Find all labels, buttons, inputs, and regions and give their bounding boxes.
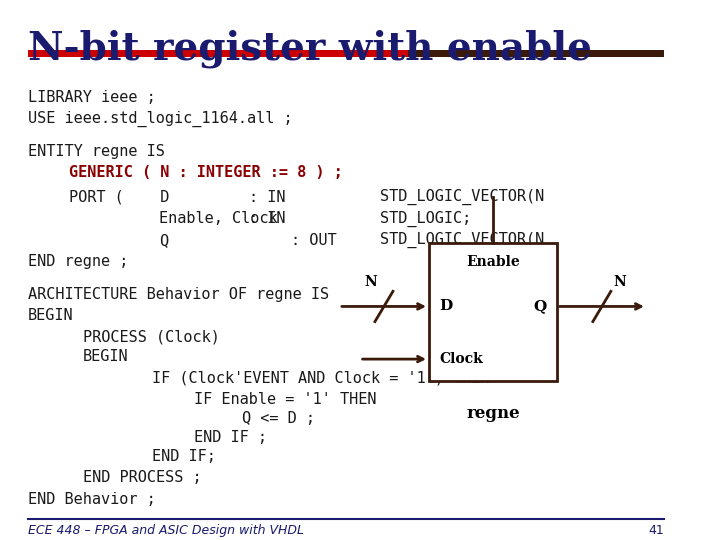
Text: END regne ;: END regne ;	[27, 254, 128, 269]
Text: Q <= D ;: Q <= D ;	[242, 411, 315, 426]
Text: Enable, Clock: Enable, Clock	[159, 211, 278, 226]
Text: : OUT: : OUT	[291, 233, 336, 248]
FancyBboxPatch shape	[408, 50, 664, 57]
Text: ENTITY regne IS: ENTITY regne IS	[27, 144, 165, 159]
Text: STD_LOGIC_VECTOR(N: STD_LOGIC_VECTOR(N	[380, 189, 545, 205]
Text: regne: regne	[466, 405, 520, 422]
Text: Q: Q	[534, 300, 546, 313]
Text: GENERIC ( N : INTEGER := 8 ) ;: GENERIC ( N : INTEGER := 8 ) ;	[69, 165, 343, 180]
Text: END Behavior ;: END Behavior ;	[27, 492, 156, 507]
Text: : IN: : IN	[249, 190, 286, 205]
Text: N: N	[613, 275, 626, 289]
Text: Q: Q	[159, 233, 168, 248]
Text: LIBRARY ieee ;: LIBRARY ieee ;	[27, 90, 156, 105]
FancyBboxPatch shape	[27, 50, 408, 57]
Text: BEGIN: BEGIN	[27, 308, 73, 323]
Text: BEGIN: BEGIN	[83, 349, 129, 364]
Text: END IF;: END IF;	[152, 449, 216, 464]
Text: D: D	[439, 300, 453, 313]
Bar	[429, 243, 557, 381]
Text: STD_LOGIC_VECTOR(N: STD_LOGIC_VECTOR(N	[380, 232, 545, 248]
Text: 41: 41	[649, 524, 664, 537]
Text: END PROCESS ;: END PROCESS ;	[83, 470, 202, 485]
Text: IF Enable = '1' THEN: IF Enable = '1' THEN	[194, 392, 377, 407]
Text: Clock: Clock	[439, 352, 483, 366]
Text: PROCESS (Clock): PROCESS (Clock)	[83, 330, 220, 345]
Text: USE ieee.std_logic_1164.all ;: USE ieee.std_logic_1164.all ;	[27, 111, 292, 127]
Text: N-bit register with enable: N-bit register with enable	[27, 30, 592, 68]
Text: : IN: : IN	[249, 211, 286, 226]
Text: END IF ;: END IF ;	[194, 430, 266, 445]
Text: ECE 448 – FPGA and ASIC Design with VHDL: ECE 448 – FPGA and ASIC Design with VHDL	[27, 524, 304, 537]
Text: ARCHITECTURE Behavior OF regne IS: ARCHITECTURE Behavior OF regne IS	[27, 287, 329, 302]
Text: PORT (    D: PORT ( D	[69, 190, 169, 205]
Text: IF (Clock'EVENT AND Clock = '1') THEN: IF (Clock'EVENT AND Clock = '1') THEN	[152, 370, 490, 386]
Text: N: N	[364, 275, 377, 289]
Text: Enable: Enable	[466, 255, 520, 269]
Text: STD_LOGIC;: STD_LOGIC;	[380, 211, 472, 227]
